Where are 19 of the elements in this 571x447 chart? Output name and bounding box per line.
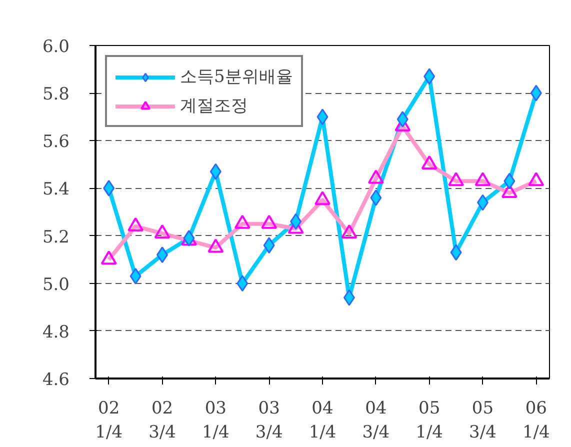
legend-label: 소득5분위배율 <box>180 66 293 88</box>
x-tick-label: 05 3/4 <box>469 398 496 442</box>
y-tick-label: 5.6 <box>42 132 70 152</box>
y-tick-label: 4.8 <box>42 322 70 342</box>
x-tick-label: 03 1/4 <box>202 398 230 442</box>
x-tick-label: 02 3/4 <box>148 398 176 442</box>
legend-label: 계절조정 <box>180 95 248 117</box>
x-tick-label: 02 1/4 <box>95 398 123 442</box>
y-tick-label: 4.6 <box>42 370 70 390</box>
x-tick-label: 05 1/4 <box>416 398 444 442</box>
y-tick-label: 5.2 <box>42 227 70 248</box>
y-tick-label: 6.0 <box>42 37 70 57</box>
x-tick-label: 03 3/4 <box>255 398 283 442</box>
x-tick-label: 06 1/4 <box>522 398 550 442</box>
x-tick-label: 04 1/4 <box>308 398 336 442</box>
y-tick-label: 5.4 <box>42 180 70 200</box>
y-tick-label: 5.0 <box>42 274 70 295</box>
x-tick-label: 04 3/4 <box>362 398 390 442</box>
y-tick-label: 5.8 <box>42 84 70 105</box>
